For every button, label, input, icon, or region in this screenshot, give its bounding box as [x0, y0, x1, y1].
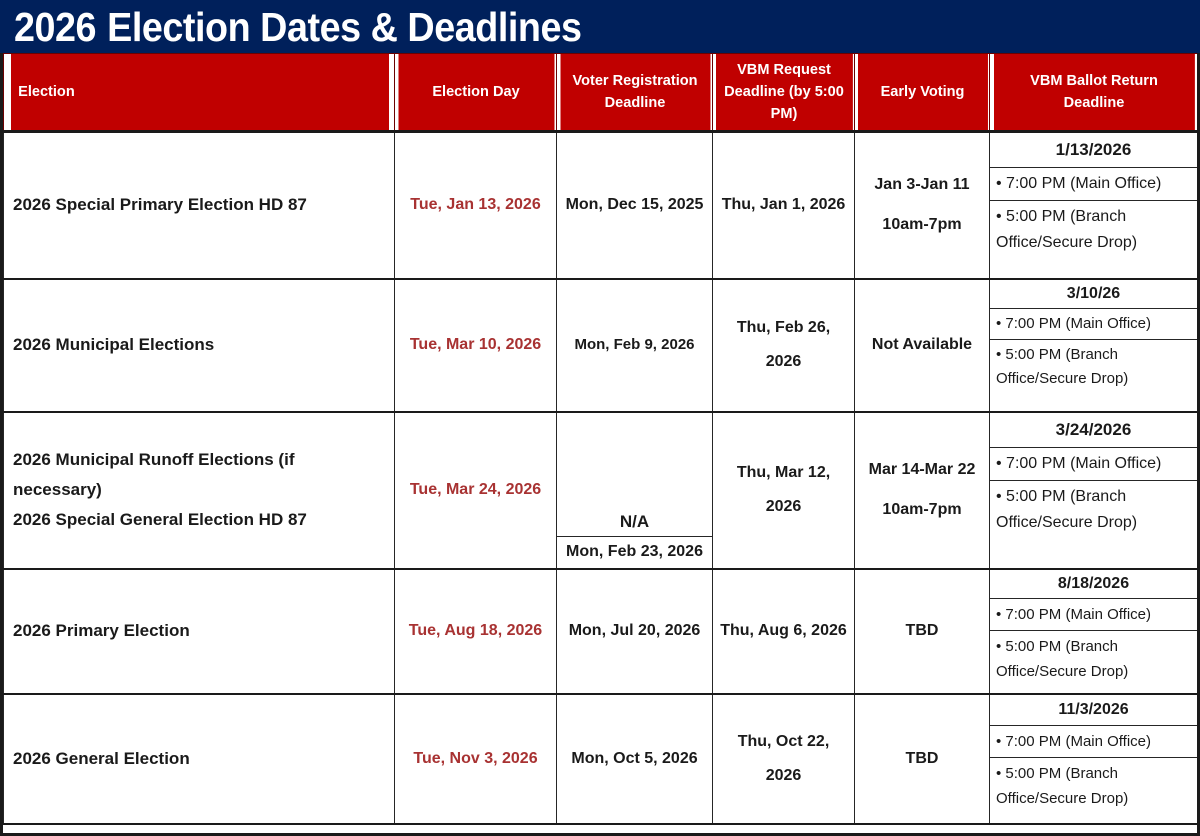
cell-voter-registration: Mon, Feb 9, 2026 — [556, 278, 713, 412]
cell-voter-registration: Mon, Jul 20, 2026 — [556, 568, 713, 694]
table-body: 2026 Special Primary Election HD 87 Tue,… — [3, 131, 1197, 824]
cell-vbm-request: Thu, Mar 12, 2026 — [712, 411, 855, 569]
voter-registration-bottom: Mon, Feb 23, 2026 — [566, 542, 703, 560]
voter-registration-split: N/A Mon, Feb 23, 2026 — [557, 413, 712, 568]
vbm-return-main-office: • 7:00 PM (Main Office) — [990, 309, 1197, 340]
vbm-return-stack: 3/24/2026 • 7:00 PM (Main Office) • 5:00… — [990, 413, 1197, 568]
cell-election-day: Tue, Mar 24, 2026 — [394, 411, 557, 569]
cell-election-day: Tue, Mar 10, 2026 — [394, 278, 557, 412]
column-header-vbm-request: VBM Request Deadline (by 5:00 PM) — [714, 53, 853, 132]
table-header: Election Election Day Voter Registration… — [3, 53, 1197, 132]
vbm-return-branch-office: • 5:00 PM (Branch Office/Secure Drop) — [996, 637, 1129, 680]
vbm-return-date: 8/18/2026 — [990, 570, 1197, 599]
cell-vbm-ballot-return: 1/13/2026 • 7:00 PM (Main Office) • 5:00… — [989, 131, 1197, 279]
cell-early-voting: Mar 14-Mar 22 10am-7pm — [854, 411, 990, 569]
cell-voter-registration: N/A Mon, Feb 23, 2026 — [556, 411, 713, 569]
cell-vbm-ballot-return: 3/24/2026 • 7:00 PM (Main Office) • 5:00… — [989, 411, 1197, 569]
vbm-return-date: 3/24/2026 — [990, 413, 1197, 448]
column-header-early-voting: Early Voting — [856, 53, 988, 132]
table-row: 2026 General Election Tue, Nov 3, 2026 M… — [3, 693, 1197, 824]
vbm-return-date: 1/13/2026 — [990, 133, 1197, 168]
vbm-return-main-office: • 7:00 PM (Main Office) — [990, 599, 1197, 631]
cell-early-voting: Jan 3-Jan 11 10am-7pm — [854, 131, 990, 279]
column-header-election-day: Election Day — [396, 53, 555, 132]
cell-election-name-line2: 2026 Special General Election HD 87 — [13, 510, 307, 529]
cell-vbm-request: Thu, Oct 22, 2026 — [712, 693, 855, 824]
vbm-return-stack: 3/10/26 • 7:00 PM (Main Office) • 5:00 P… — [990, 280, 1197, 411]
cell-election-day: Tue, Nov 3, 2026 — [394, 693, 557, 824]
vbm-return-date: 3/10/26 — [990, 280, 1197, 309]
cell-vbm-request: Thu, Jan 1, 2026 — [712, 131, 855, 279]
cell-election-name-line1: 2026 Municipal Runoff Elections (if nece… — [13, 450, 295, 499]
cell-election-day: Tue, Jan 13, 2026 — [394, 131, 557, 279]
voter-registration-top: N/A — [557, 510, 712, 537]
page-title-year: 2026 — [14, 3, 97, 50]
schedule-table-wrapper: Election Election Day Voter Registration… — [0, 53, 1200, 836]
column-header-voter-registration: Voter Registration Deadline — [558, 53, 711, 132]
cell-vbm-request: Thu, Feb 26, 2026 — [712, 278, 855, 412]
cell-early-voting: TBD — [854, 568, 990, 694]
vbm-return-branch-office: • 5:00 PM (Branch Office/Secure Drop) — [996, 208, 1138, 251]
cell-early-voting: TBD — [854, 693, 990, 824]
vbm-return-date: 11/3/2026 — [990, 695, 1197, 726]
cell-election-name: 2026 General Election — [3, 693, 395, 824]
vbm-return-main-office: • 7:00 PM (Main Office) — [990, 726, 1197, 758]
cell-early-voting: Not Available — [854, 278, 990, 412]
column-header-vbm-ballot-return: VBM Ballot Return Deadline — [992, 53, 1195, 132]
column-header-election: Election — [8, 53, 390, 132]
vbm-return-branch-office: • 5:00 PM (Branch Office/Secure Drop) — [996, 764, 1129, 807]
election-schedule-table: Election Election Day Voter Registration… — [3, 53, 1197, 825]
table-row: 2026 Special Primary Election HD 87 Tue,… — [3, 131, 1197, 279]
cell-vbm-ballot-return: 11/3/2026 • 7:00 PM (Main Office) • 5:00… — [989, 693, 1197, 824]
cell-election-name: 2026 Municipal Elections — [3, 278, 395, 412]
cell-vbm-ballot-return: 8/18/2026 • 7:00 PM (Main Office) • 5:00… — [989, 568, 1197, 694]
table-header-row: Election Election Day Voter Registration… — [3, 53, 1197, 132]
page-title-text: Election Dates & Deadlines — [107, 3, 582, 50]
table-row: 2026 Primary Election Tue, Aug 18, 2026 … — [3, 568, 1197, 694]
vbm-return-branch-office: • 5:00 PM (Branch Office/Secure Drop) — [996, 345, 1129, 387]
cell-vbm-ballot-return: 3/10/26 • 7:00 PM (Main Office) • 5:00 P… — [989, 278, 1197, 412]
cell-voter-registration: Mon, Oct 5, 2026 — [556, 693, 713, 824]
vbm-return-branch-office: • 5:00 PM (Branch Office/Secure Drop) — [996, 487, 1138, 531]
vbm-return-stack: 8/18/2026 • 7:00 PM (Main Office) • 5:00… — [990, 570, 1197, 693]
vbm-return-stack: 1/13/2026 • 7:00 PM (Main Office) • 5:00… — [990, 133, 1197, 278]
cell-election-name: 2026 Special Primary Election HD 87 — [3, 131, 395, 279]
table-row: 2026 Municipal Runoff Elections (if nece… — [3, 411, 1197, 569]
table-row: 2026 Municipal Elections Tue, Mar 10, 20… — [3, 278, 1197, 412]
cell-election-name: 2026 Municipal Runoff Elections (if nece… — [3, 411, 395, 569]
page-title-bar: 2026 Election Dates & Deadlines — [0, 0, 1200, 53]
cell-voter-registration: Mon, Dec 15, 2025 — [556, 131, 713, 279]
vbm-return-main-office: • 7:00 PM (Main Office) — [990, 448, 1197, 481]
vbm-return-stack: 11/3/2026 • 7:00 PM (Main Office) • 5:00… — [990, 695, 1197, 823]
vbm-return-main-office: • 7:00 PM (Main Office) — [990, 168, 1197, 201]
cell-vbm-request: Thu, Aug 6, 2026 — [712, 568, 855, 694]
cell-election-name: 2026 Primary Election — [3, 568, 395, 694]
page-title: 2026 Election Dates & Deadlines — [14, 3, 582, 50]
cell-election-day: Tue, Aug 18, 2026 — [394, 568, 557, 694]
